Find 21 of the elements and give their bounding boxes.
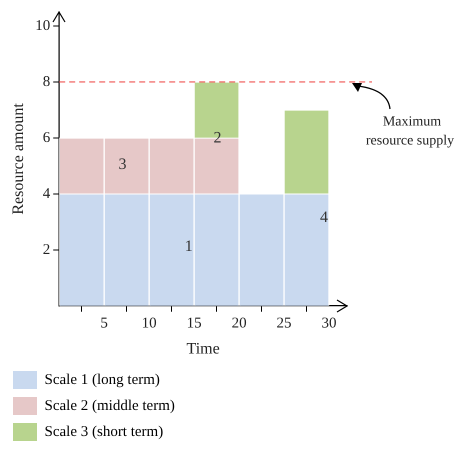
x-tick-label: 15 (186, 316, 202, 332)
x-tick-label: 10 (142, 316, 157, 332)
y-axis-title: Resource amount (10, 102, 27, 215)
y-tick-label: 4 (42, 186, 51, 202)
legend-label: Scale 1 (long term) (44, 372, 340, 388)
x-tick-label: 20 (232, 316, 247, 332)
y-tick-label: 6 (42, 130, 51, 146)
y-tick-label: 8 (42, 74, 50, 90)
annotation: 2 (213, 130, 222, 147)
legend-label: Scale 3 (short term) (44, 424, 344, 440)
x-axis-title: Time (186, 340, 220, 358)
x-tick-label: 5 (100, 316, 108, 332)
annotation: 3 (118, 156, 127, 173)
y-tick-label: 10 (35, 18, 50, 34)
x-tick-label: 30 (322, 316, 337, 332)
x-tick-label: 25 (276, 316, 292, 332)
annotation: 4 (320, 208, 328, 226)
y-tick-label: 2 (42, 242, 50, 258)
legend-label: Scale 2 (middle term) (44, 398, 355, 414)
ref-line-label: Maximum resource supply (366, 114, 454, 149)
annotation: 1 (184, 238, 193, 256)
